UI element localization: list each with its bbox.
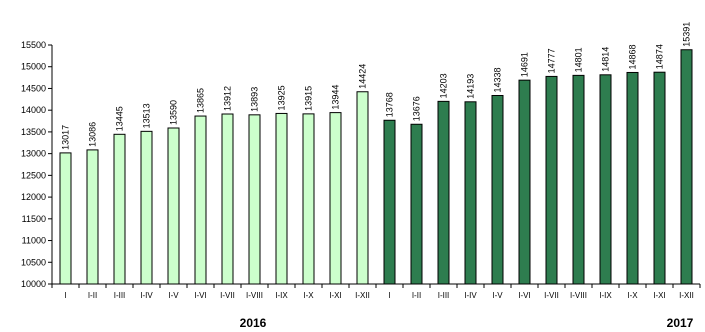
category-label: I-VI <box>194 291 206 300</box>
data-label: 13912 <box>223 86 233 111</box>
bar <box>572 74 585 285</box>
bar <box>329 112 342 285</box>
category-label: I-II <box>412 291 421 300</box>
bar <box>113 133 126 285</box>
data-label: 13017 <box>61 125 71 150</box>
bar <box>653 71 666 285</box>
data-label: 13944 <box>331 85 341 110</box>
data-label: 14691 <box>520 52 530 77</box>
bar <box>599 74 612 285</box>
category-label: I-VIII <box>246 291 263 300</box>
year-labels: 2016 2017 <box>240 316 694 330</box>
category-label: I-VI <box>518 291 530 300</box>
bar <box>491 94 504 285</box>
data-label: 13590 <box>169 100 179 125</box>
bar <box>221 113 234 285</box>
category-label: I-VIII <box>570 291 587 300</box>
category-label: I-XII <box>355 291 370 300</box>
bar <box>275 112 288 285</box>
category-label: I-X <box>303 291 314 300</box>
y-tick-label: 14000 <box>21 105 46 115</box>
bar <box>518 79 531 285</box>
category-label: I-IV <box>140 291 153 300</box>
y-axis: 10000 10500 11000 11500 12000 12500 13000 13500… <box>21 40 53 289</box>
category-label: I-XI <box>329 291 341 300</box>
year-label-2017: 2017 <box>667 316 694 330</box>
data-label: 14874 <box>655 44 665 69</box>
x-axis <box>51 283 701 288</box>
data-label: 14814 <box>601 47 611 72</box>
data-label: 13768 <box>385 92 395 117</box>
bar <box>464 101 477 285</box>
data-label: 13925 <box>277 85 287 110</box>
category-label: I-IX <box>275 291 288 300</box>
category-label: I-III <box>114 291 126 300</box>
data-labels: 13017 13086 13445 13513 13590 13865 13912 13893… <box>61 22 692 150</box>
y-tick-label: 10500 <box>21 257 46 267</box>
y-tick-label: 15500 <box>21 40 46 50</box>
y-tick-label: 13000 <box>21 149 46 159</box>
category-label: I-VII <box>544 291 559 300</box>
data-label: 13086 <box>88 122 98 147</box>
y-tick-label: 12500 <box>21 170 46 180</box>
data-label: 14868 <box>628 44 638 69</box>
y-tick-label: 11000 <box>22 236 46 246</box>
data-label: 13915 <box>304 86 314 111</box>
data-label: 13445 <box>115 106 125 131</box>
bar <box>410 123 423 285</box>
category-label: I-V <box>168 291 179 300</box>
data-label: 13893 <box>250 87 260 112</box>
data-label: 14424 <box>358 64 368 89</box>
data-label: 14193 <box>466 74 476 99</box>
data-label: 14338 <box>493 67 503 92</box>
category-label: I-VII <box>220 291 235 300</box>
data-label: 14801 <box>574 47 584 72</box>
category-label: I-IV <box>464 291 477 300</box>
bar <box>59 152 72 285</box>
category-label: I-V <box>492 291 503 300</box>
category-labels: I I-II I-III I-IV I-V I-VI I-VII I-VIII I-IX I-X I… <box>64 291 693 300</box>
category-label: I-IX <box>599 291 612 300</box>
bar <box>86 149 99 285</box>
data-label: 15391 <box>682 22 692 47</box>
category-label: I-X <box>627 291 638 300</box>
year-label-2016: 2016 <box>240 316 267 330</box>
bar <box>383 119 396 285</box>
bar <box>194 115 207 285</box>
category-label: I <box>64 291 66 300</box>
bars <box>59 49 693 285</box>
data-label: 13865 <box>196 88 206 113</box>
bar <box>545 75 558 285</box>
data-label: 13513 <box>142 103 152 128</box>
data-label: 14777 <box>547 48 557 73</box>
data-label: 14203 <box>439 73 449 98</box>
category-label: I-II <box>88 291 97 300</box>
category-label: I-XII <box>679 291 694 300</box>
y-tick-label: 12000 <box>21 192 46 202</box>
y-tick-label: 14500 <box>21 83 46 93</box>
y-tick-label: 13500 <box>21 127 46 137</box>
bar <box>302 113 315 285</box>
y-tick-label: 10000 <box>21 279 46 289</box>
y-tick-label: 11500 <box>22 214 46 224</box>
bar <box>626 71 639 285</box>
category-label: I <box>388 291 390 300</box>
bar <box>248 114 261 285</box>
bar <box>680 49 693 285</box>
data-label: 13676 <box>412 96 422 121</box>
bar <box>140 130 153 285</box>
category-label: I-XI <box>653 291 665 300</box>
y-tick-label: 15000 <box>21 62 46 72</box>
bar <box>437 100 450 285</box>
category-label: I-III <box>438 291 450 300</box>
bar <box>356 91 369 285</box>
bar <box>167 127 180 285</box>
